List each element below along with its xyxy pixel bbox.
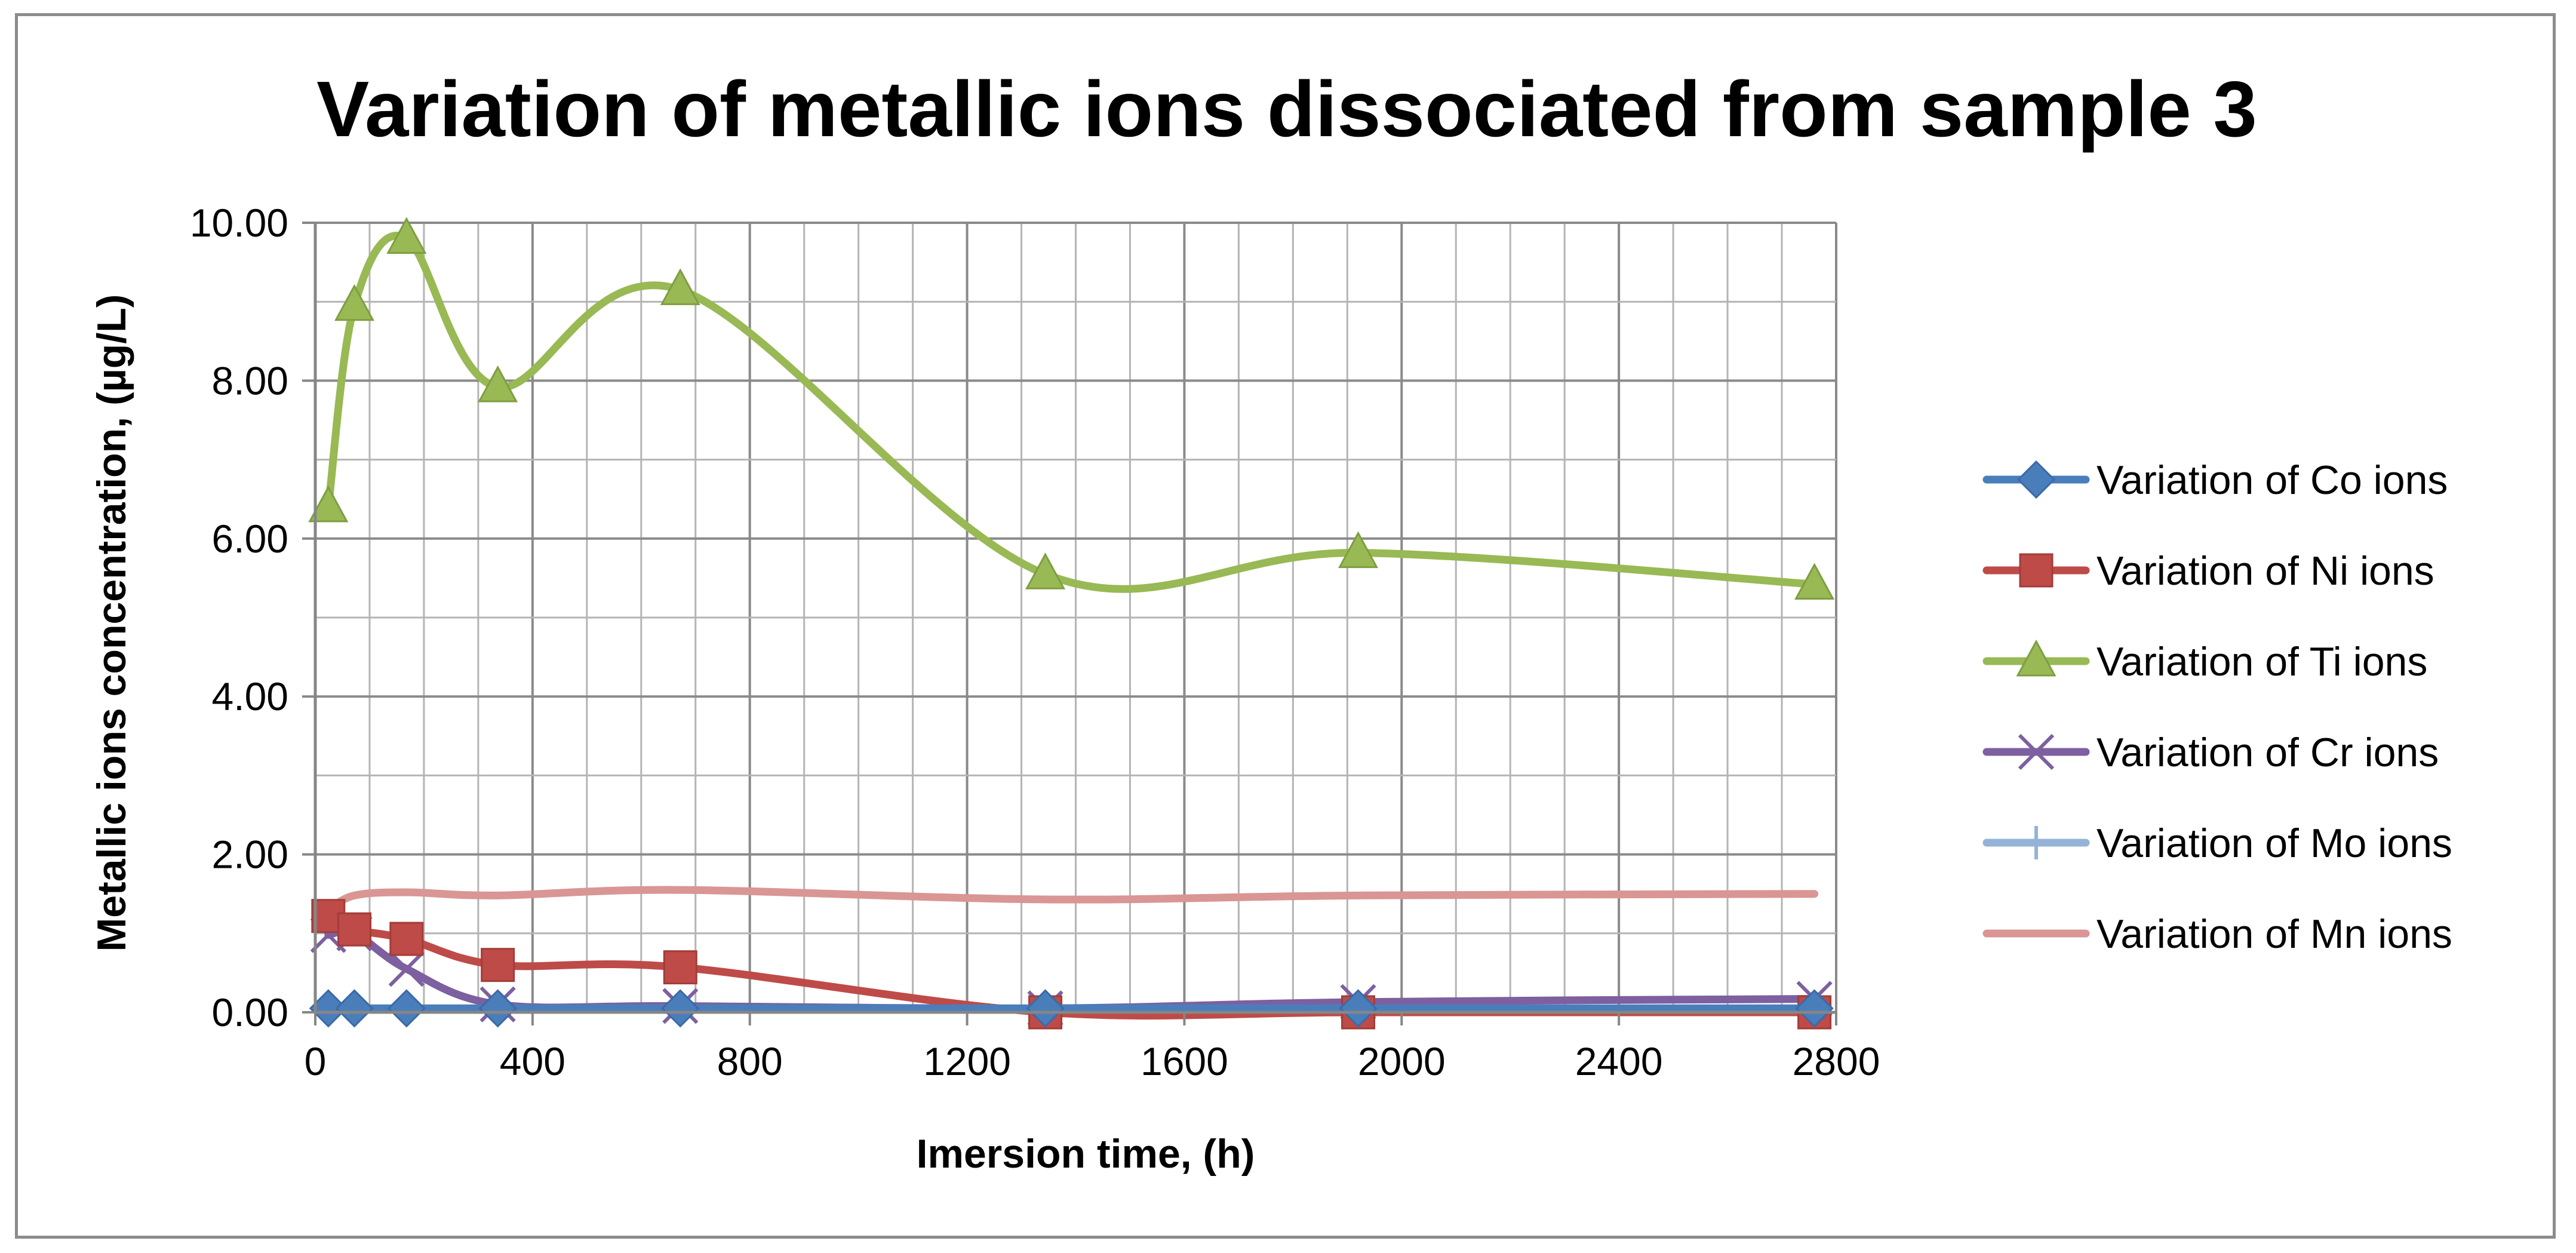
series-variation-of-ti-ions [308, 217, 1835, 600]
x-tick-label: 800 [717, 1039, 783, 1083]
y-tick-label: 4.00 [212, 674, 288, 718]
legend-entry-variation-of-ni-ions: Variation of Ni ions [1982, 548, 2434, 594]
x-tick-label: 2400 [1575, 1039, 1663, 1083]
chart-frame [15, 13, 2556, 1239]
legend-label: Variation of Cr ions [2097, 730, 2439, 775]
x-tick-label: 1600 [1141, 1039, 1228, 1083]
legend-entry-variation-of-mo-ions: Variation of Mo ions [1982, 821, 2452, 866]
legend-entry-variation-of-co-ions: Variation of Co ions [1982, 457, 2448, 503]
data-point [1026, 989, 1065, 1028]
legend-label: Variation of Mo ions [2097, 821, 2452, 866]
data-point [1794, 563, 1835, 600]
data-point [334, 284, 375, 321]
y-tick-label: 2.00 [212, 833, 288, 877]
legend-entry-variation-of-ti-ions: Variation of Ti ions [1982, 639, 2427, 684]
y-tick-label: 0.00 [212, 990, 288, 1034]
x-tick-label: 2000 [1358, 1039, 1446, 1083]
x-axis-title: Imersion time, (h) [917, 1131, 1255, 1177]
data-point [308, 485, 349, 523]
series-line [324, 232, 1819, 593]
data-point [481, 948, 515, 982]
data-point [663, 950, 697, 985]
x-tick-label: 0 [305, 1039, 327, 1083]
data-point [660, 268, 700, 305]
data-point [478, 989, 517, 1028]
x-tick-label: 1200 [923, 1039, 1011, 1083]
legend-marker [2016, 639, 2057, 677]
legend-label: Variation of Ti ions [2097, 639, 2427, 684]
data-point [386, 217, 427, 254]
y-tick-label: 6.00 [212, 517, 288, 561]
y-tick-label: 10.00 [190, 201, 288, 245]
legend-marker [2019, 826, 2053, 859]
legend-label: Variation of Mn ions [2097, 911, 2452, 957]
data-point [388, 951, 425, 987]
legend-entry-variation-of-mn-ions: Variation of Mn ions [1982, 911, 2452, 957]
legend-marker [2016, 460, 2056, 499]
data-point [1795, 989, 1834, 1028]
legend-marker [2018, 733, 2055, 770]
x-tick-label: 2800 [1793, 1039, 1880, 1083]
data-point [337, 912, 371, 947]
data-point [389, 922, 424, 956]
legend-label: Variation of Ni ions [2097, 548, 2434, 594]
legend-marker-stroke [2018, 733, 2055, 770]
legend-entry-variation-of-cr-ions: Variation of Cr ions [1982, 730, 2439, 775]
series-group [308, 217, 1835, 1030]
data-point [1338, 531, 1379, 569]
data-point [387, 989, 426, 1028]
y-axis-title: Metallic ions concentration, (µg/L) [89, 294, 134, 952]
data-point [661, 989, 700, 1028]
legend-label: Variation of Co ions [2097, 457, 2448, 503]
data-point [478, 365, 518, 403]
series-variation-of-co-ions [309, 989, 1834, 1028]
data-point-stroke [388, 951, 425, 987]
legend: Variation of Co ions Variation of Ni ions… [1982, 457, 2452, 957]
data-point [1339, 989, 1378, 1028]
series-variation-of-mn-ions [324, 886, 1819, 914]
x-tick-label: 400 [500, 1039, 565, 1083]
y-tick-label: 8.00 [212, 358, 288, 403]
legend-marker [2019, 553, 2054, 588]
chart-title: Variation of metallic ions dissociated f… [316, 65, 2257, 153]
axes: 0 400 800 1200 1600 2000 2400 2800 0.00 2.00 4.00 6… [190, 201, 1880, 1083]
data-point [1025, 552, 1066, 589]
data-point [335, 989, 374, 1028]
series-line [324, 886, 1819, 914]
series-line [324, 927, 1819, 1013]
